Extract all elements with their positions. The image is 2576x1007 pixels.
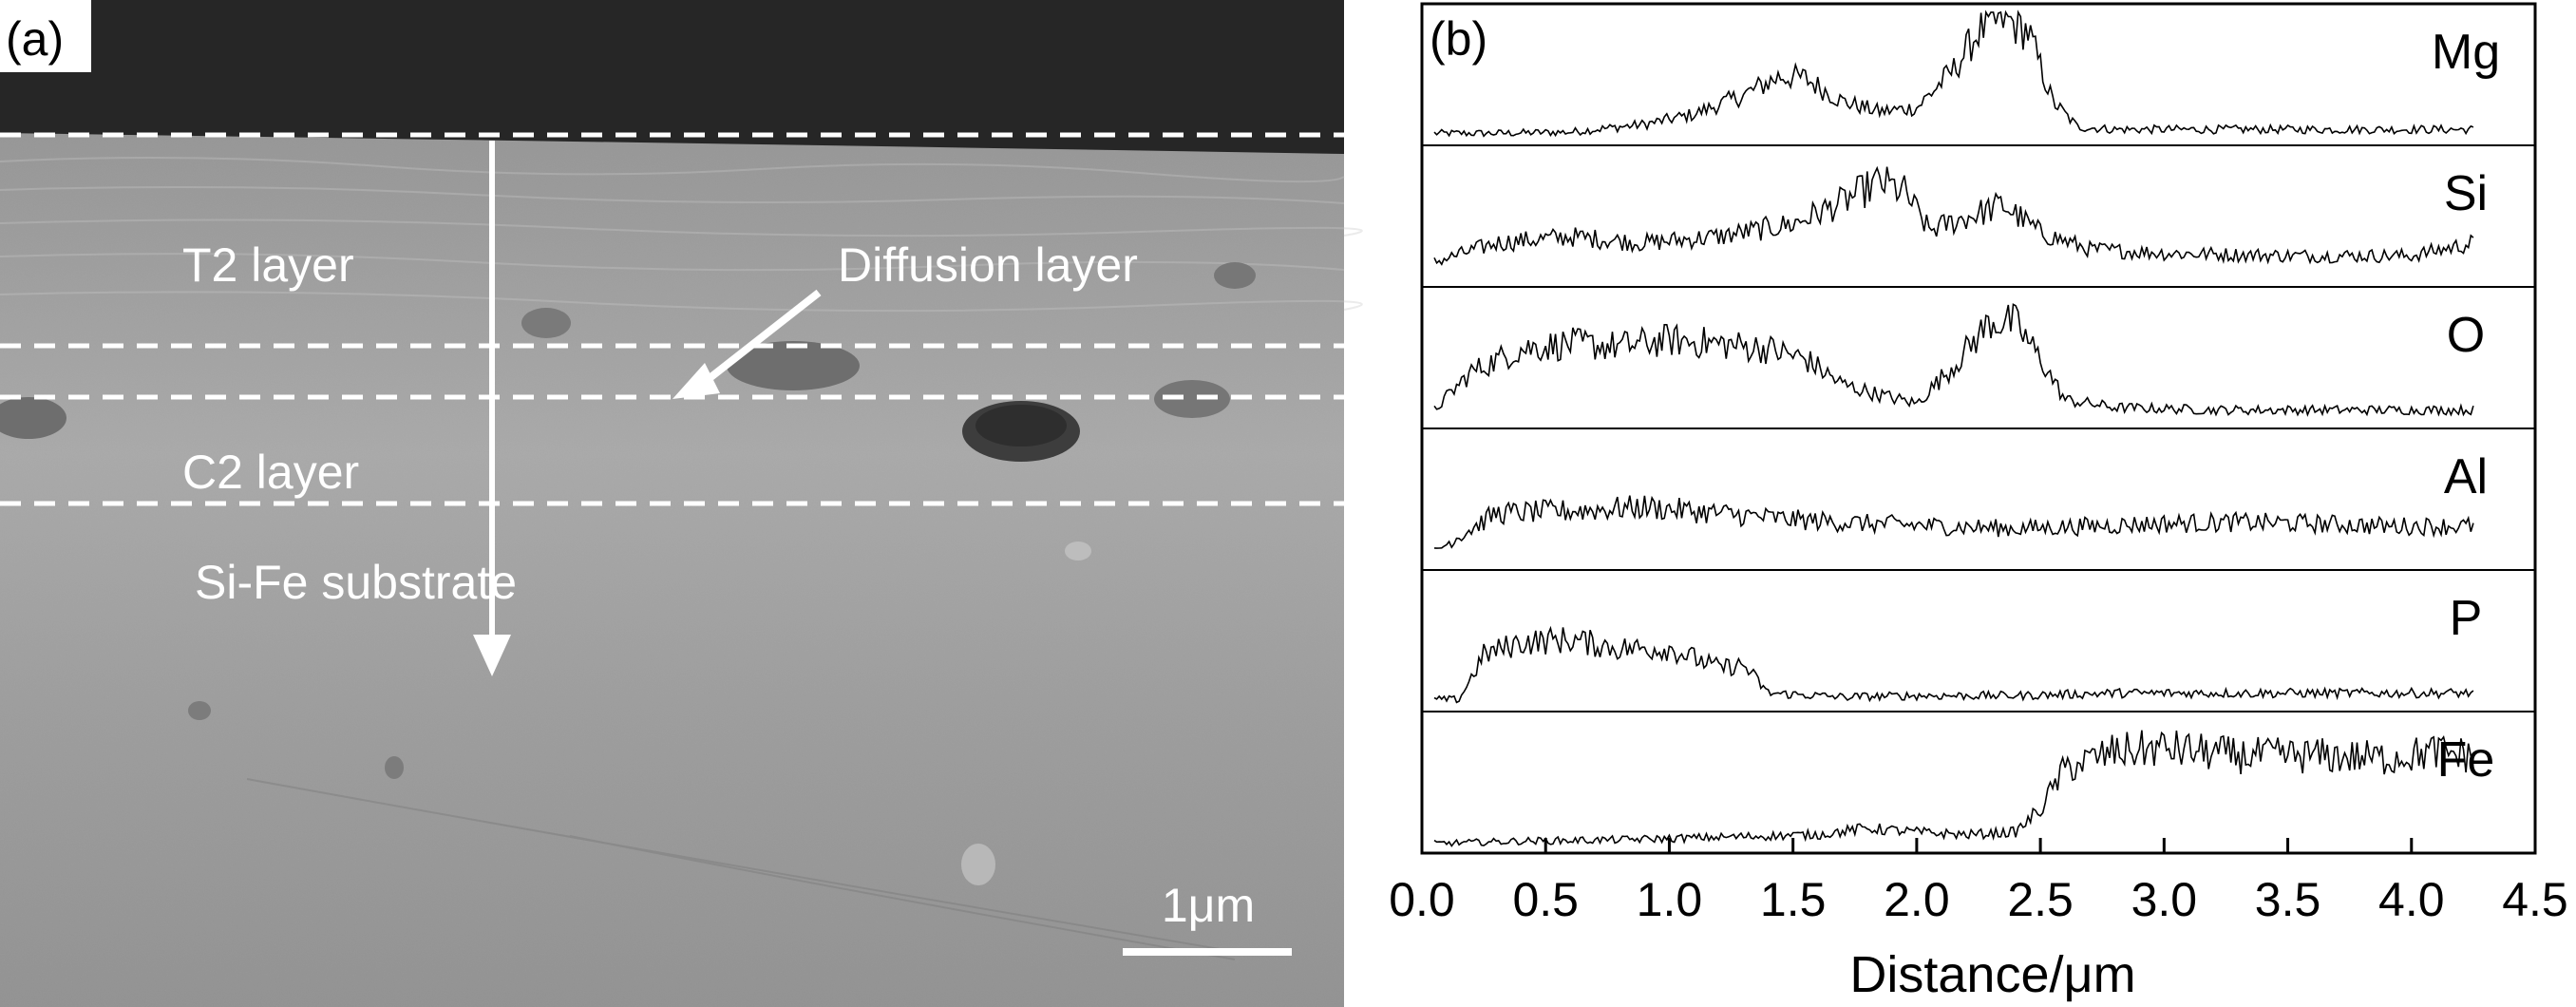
panel-a-micrograph: T2 layer Diffusion layer C2 layer Si-Fe … [0,0,1363,1007]
x-tick-label: 3.0 [2131,873,2198,926]
t2-texture [0,157,1363,313]
scale-bar-label: 1μm [1162,879,1255,932]
x-tick-label: 0.0 [1389,873,1455,926]
series-label-al: Al [2444,449,2488,504]
x-tick-label: 1.0 [1637,873,1703,926]
series-line-mg [1433,10,2474,138]
x-tick-label: 4.5 [2502,873,2568,926]
x-tick-label: 0.5 [1512,873,1579,926]
linescan-arrow [473,141,511,676]
series-label-fe: Fe [2437,732,2495,788]
panel-a-label-box [0,0,91,72]
label-substrate: Si-Fe substrate [195,556,517,609]
series-label-mg: Mg [2432,25,2500,80]
pores [0,262,1256,885]
scratches [246,778,1236,960]
coating-surface-edge [0,133,1344,154]
x-tick-label: 1.5 [1760,873,1827,926]
dark-top-region [0,0,1344,133]
panel-b-chart: Mg Si O Al P Fe 0.0 0.5 1.0 1.5 2.0 2.5 3.0 3.5 4.0 4.… [1389,2,2568,1003]
label-c2-layer: C2 layer [182,446,359,499]
x-axis-ticks: 0.0 0.5 1.0 1.5 2.0 2.5 3.0 3.5 4.0 4.5 [1389,838,2568,926]
x-tick-label: 4.0 [2378,873,2445,926]
x-tick-label: 2.5 [2007,873,2074,926]
x-tick-label: 2.0 [1884,873,1950,926]
layer-boundaries [0,132,1344,506]
series-line-o [1433,303,2474,417]
series-label-si: Si [2444,166,2488,221]
diffusion-pointer-arrow [672,289,822,399]
x-tick-label: 3.5 [2255,873,2321,926]
panel-b-label: (b) [1430,12,1487,66]
series-label-o: O [2447,308,2485,363]
label-diffusion-layer: Diffusion layer [838,238,1138,292]
series-label-p: P [2450,591,2483,646]
series-line-fe [1433,730,2474,847]
series-line-al [1433,495,2474,549]
series-line-p [1433,625,2474,704]
series-line-si [1433,165,2474,266]
plot-frame [1420,2,2537,855]
panel-a-label: (a) [6,12,64,66]
x-axis-title: Distance/μm [1849,946,2135,1003]
label-t2-layer: T2 layer [182,238,354,292]
element-strips: Mg Si O Al P Fe [1422,10,2535,847]
